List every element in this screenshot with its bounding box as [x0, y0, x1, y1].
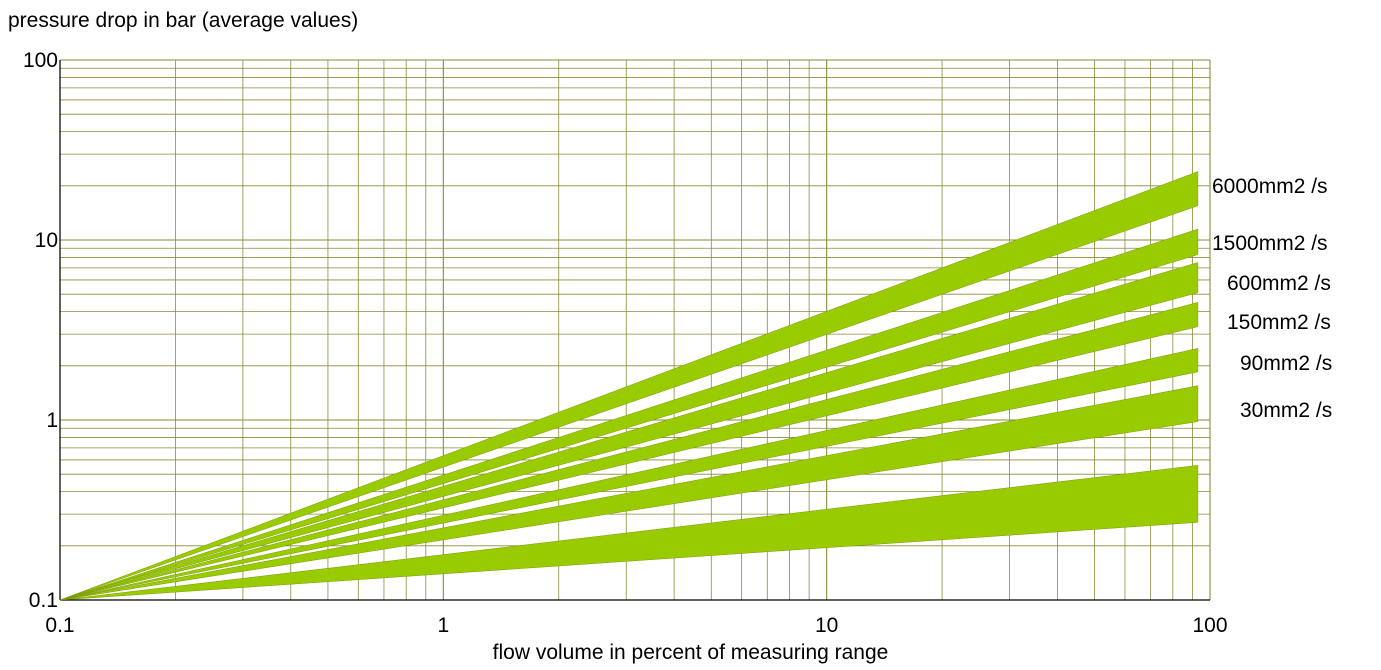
y-tick-label: 0.1 — [29, 589, 58, 612]
band-label-5: 30mm2 /s — [1240, 399, 1332, 422]
y-tick-label: 1 — [46, 409, 58, 432]
x-tick-label: 10 — [815, 614, 838, 637]
band-labels: 6000mm2 /s 1500mm2 /s 600mm2 /s 150mm2 /s 90… — [1212, 175, 1332, 422]
band-label-0: 6000mm2 /s — [1212, 175, 1328, 198]
band-label-1: 1500mm2 /s — [1212, 232, 1328, 255]
band-label-3: 150mm2 /s — [1227, 311, 1331, 334]
y-axis-title: pressure drop in bar (average values) — [8, 9, 359, 32]
band-label-2: 600mm2 /s — [1227, 272, 1331, 295]
band-4 — [59, 348, 1199, 601]
band-3 — [59, 302, 1199, 601]
x-axis-title: flow volume in percent of measuring rang… — [492, 641, 889, 664]
band-1 — [59, 228, 1199, 601]
band-0 — [59, 171, 1199, 601]
x-tick-label: 1 — [437, 614, 449, 637]
axis-ticks: 0.1 1 10 100 0.1 1 10 100 — [23, 49, 1228, 637]
band-5 — [59, 385, 1199, 601]
band-2 — [59, 262, 1199, 601]
y-tick-label: 10 — [35, 229, 58, 252]
y-tick-label: 100 — [23, 49, 58, 72]
band-6 — [59, 465, 1199, 601]
x-tick-label: 100 — [1192, 614, 1227, 637]
x-tick-label: 0.1 — [45, 614, 74, 637]
band-series — [59, 171, 1199, 601]
band-label-4: 90mm2 /s — [1240, 352, 1332, 375]
